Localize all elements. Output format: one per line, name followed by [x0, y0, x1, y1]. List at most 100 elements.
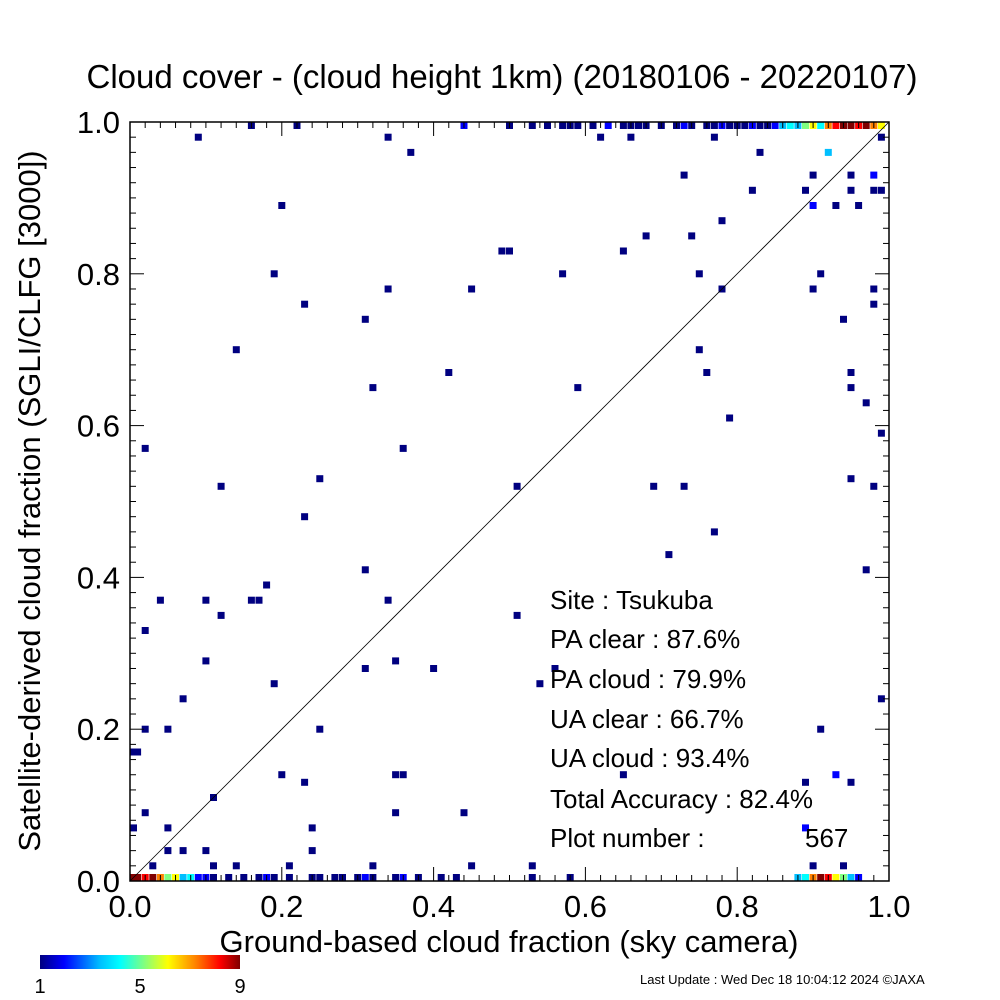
data-point	[513, 611, 521, 619]
data-point	[263, 581, 271, 589]
x-tick-labels: 0.0 0.2 0.4 0.6 0.8 1.0	[108, 889, 910, 924]
data-point	[164, 725, 172, 733]
data-point	[316, 874, 324, 881]
data-point	[847, 186, 855, 194]
data-point	[619, 771, 627, 779]
data-point	[179, 847, 187, 855]
stat-total-accuracy: Total Accuracy : 82.4%	[550, 784, 813, 814]
data-point	[855, 202, 863, 209]
stat-pa-cloud: PA cloud : 79.9%	[550, 664, 746, 694]
data-point	[232, 346, 240, 354]
data-point	[384, 133, 392, 141]
data-point	[270, 680, 278, 688]
data-point	[316, 725, 324, 733]
data-point	[756, 148, 764, 156]
data-point	[399, 444, 407, 452]
data-point	[513, 482, 521, 490]
data-point	[202, 847, 210, 855]
data-point	[710, 122, 718, 129]
x-tick-label: 0.6	[564, 889, 607, 924]
data-point	[270, 874, 278, 881]
stats-panel: Site : Tsukuba PA clear : 87.6% PA cloud…	[550, 585, 848, 853]
chart-title: Cloud cover - (cloud height 1km) (201801…	[87, 58, 918, 95]
data-point	[164, 874, 172, 881]
data-point	[574, 122, 582, 129]
data-point	[331, 874, 339, 881]
data-point	[544, 122, 551, 129]
data-point	[847, 122, 855, 129]
data-point	[392, 874, 400, 881]
data-point	[460, 809, 468, 817]
data-point	[232, 862, 240, 870]
data-point	[862, 399, 870, 407]
data-point	[786, 122, 794, 129]
x-tick-label: 0.2	[260, 889, 303, 924]
data-point	[832, 874, 840, 881]
y-axis-label: Satellite-derived cloud fraction (SGLI/C…	[12, 150, 47, 851]
data-point	[134, 874, 142, 881]
data-point	[384, 596, 392, 604]
colorbar-tick-label: 1	[34, 976, 45, 998]
data-point	[361, 874, 369, 881]
y-tick-label: 0.0	[77, 864, 120, 899]
stat-site: Site : Tsukuba	[550, 585, 713, 615]
data-point	[225, 874, 233, 881]
data-point	[430, 665, 438, 672]
data-point	[536, 680, 544, 688]
data-point	[392, 657, 400, 665]
colorbar	[40, 955, 240, 969]
x-tick-label: 0.8	[716, 889, 759, 924]
y-tick-label: 1.0	[77, 105, 120, 140]
y-tick-label: 0.4	[77, 560, 120, 595]
stat-plot-number-value: 567	[805, 823, 848, 853]
data-point	[703, 369, 711, 376]
data-point	[308, 824, 316, 832]
data-point	[559, 270, 567, 278]
reference-line	[129, 121, 890, 882]
data-point	[141, 809, 149, 817]
data-point	[247, 596, 255, 604]
data-point	[726, 122, 734, 129]
data-point	[308, 847, 316, 855]
data-point	[870, 482, 878, 490]
y-tick-labels: 0.0 0.2 0.4 0.6 0.8 1.0	[77, 105, 120, 899]
data-point	[369, 384, 377, 392]
data-point	[316, 475, 324, 483]
data-point	[809, 285, 817, 293]
data-point	[278, 202, 286, 209]
data-point	[809, 202, 817, 209]
data-point	[817, 270, 825, 278]
data-point	[627, 133, 635, 141]
data-point	[194, 133, 202, 141]
data-point	[285, 862, 293, 870]
data-point	[559, 122, 567, 129]
data-point	[650, 482, 658, 490]
data-point	[680, 171, 688, 179]
data-point	[710, 133, 718, 141]
data-point	[802, 778, 809, 786]
data-point	[255, 874, 263, 881]
data-point	[392, 771, 400, 779]
data-point	[771, 122, 779, 129]
data-point	[301, 300, 309, 308]
data-point	[392, 809, 400, 817]
data-point	[635, 122, 642, 129]
data-point	[847, 874, 855, 881]
data-point	[179, 695, 187, 703]
data-point	[741, 122, 749, 129]
data-point	[832, 202, 840, 209]
data-point	[847, 475, 855, 483]
data-point	[817, 122, 825, 129]
data-point	[361, 315, 369, 323]
data-point	[802, 122, 809, 129]
data-point	[680, 122, 688, 129]
data-point	[202, 596, 210, 604]
data-point	[149, 862, 157, 870]
data-point	[688, 232, 696, 240]
data-point	[847, 778, 855, 786]
data-point	[710, 528, 718, 536]
data-point	[452, 874, 460, 881]
data-point	[597, 133, 605, 141]
data-point	[240, 874, 248, 881]
data-point	[847, 369, 855, 376]
